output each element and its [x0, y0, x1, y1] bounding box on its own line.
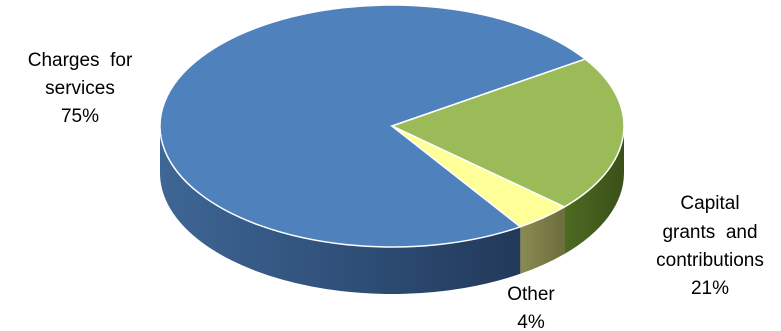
label-charges-for-services: Charges for services 75%: [28, 50, 133, 127]
slice-side-capital-grants: [564, 126, 624, 254]
slice-other: [391, 125, 567, 228]
label-other-line1: Other: [507, 284, 555, 305]
label-charges-line1: Charges for: [28, 50, 133, 71]
label-charges-percent: 75%: [61, 106, 99, 127]
label-capital-percent: 21%: [691, 278, 729, 299]
label-other-percent: 4%: [517, 312, 545, 331]
label-capital-grants: Capital grants and contributions 21%: [656, 193, 764, 299]
label-capital-line3: contributions: [656, 250, 764, 271]
slice-capital-grants-and-contributions: [390, 58, 625, 208]
slice-charges-for-services: [159, 4, 587, 248]
label-capital-line2: grants and: [662, 222, 757, 243]
slice-side-charges-for-services: [160, 126, 521, 294]
label-capital-line1: Capital: [680, 193, 739, 214]
slice-side-other: [520, 206, 565, 274]
label-other: Other 4%: [507, 284, 555, 331]
label-charges-line2: services: [45, 78, 115, 99]
